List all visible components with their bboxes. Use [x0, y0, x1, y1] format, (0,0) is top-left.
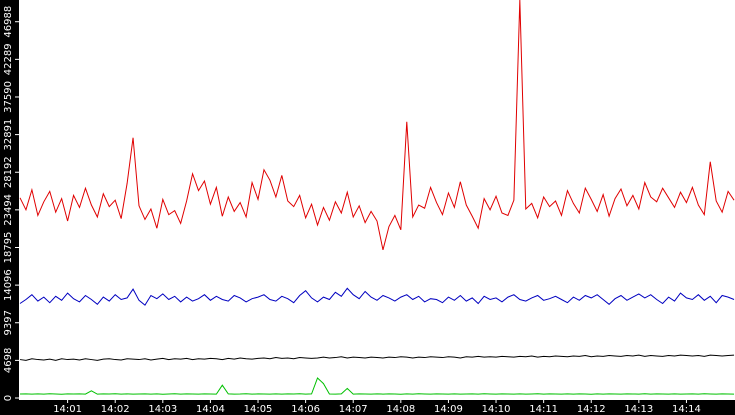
series-line: [19, 0, 735, 250]
x-tick-label: 14:08: [386, 404, 415, 415]
y-tick-label: 14096: [3, 269, 14, 301]
x-tick-label: 14:06: [291, 404, 320, 415]
x-tick-label: 14:12: [577, 404, 606, 415]
x-tick-label: 14:04: [196, 404, 225, 415]
x-tick-label: 14:03: [148, 404, 177, 415]
y-tick-label: 9397: [3, 310, 14, 335]
y-tick-label: 46988: [3, 6, 14, 38]
x-tick-label: 14:10: [482, 404, 511, 415]
series-line: [19, 354, 735, 361]
y-tick-label: 32891: [3, 119, 14, 151]
y-axis-bar: [0, 0, 19, 415]
x-tick-label: 14:05: [244, 404, 273, 415]
y-tick-label: 28192: [3, 156, 14, 188]
y-tick-label: 0: [3, 395, 14, 401]
y-tick-label: 37590: [3, 81, 14, 113]
y-tick-label: 42289: [3, 43, 14, 75]
x-tick-label: 14:13: [624, 404, 653, 415]
x-tick-label: 14:01: [53, 404, 82, 415]
series-line: [19, 287, 735, 306]
x-tick-label: 14:11: [529, 404, 558, 415]
x-axis-bar: [0, 400, 735, 415]
y-tick-label: 18795: [3, 232, 14, 264]
x-tick-label: 14:02: [101, 404, 130, 415]
x-tick-label: 14:14: [672, 404, 701, 415]
x-tick-label: 14:07: [339, 404, 368, 415]
x-tick-label: 14:09: [434, 404, 463, 415]
y-tick-label: 4698: [3, 348, 14, 373]
y-tick-label: 23494: [3, 194, 14, 226]
series-line: [19, 377, 735, 395]
